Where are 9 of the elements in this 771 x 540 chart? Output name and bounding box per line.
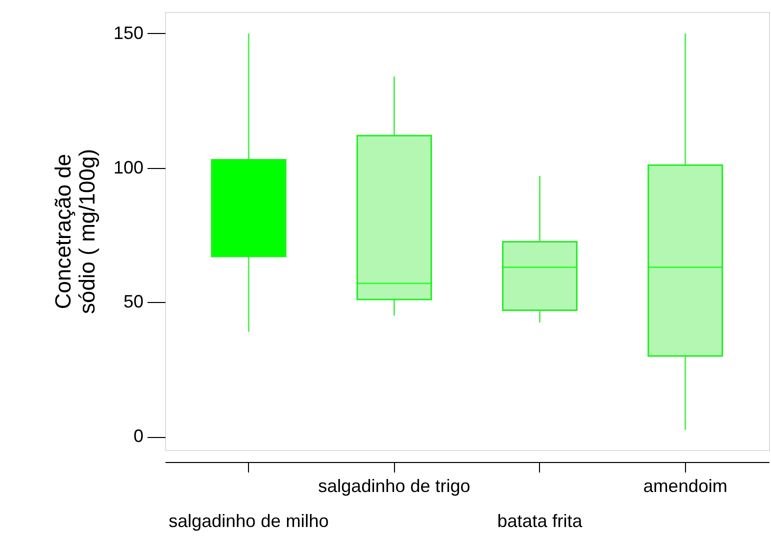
x-tick-label: batata frita (497, 511, 584, 531)
y-tick-label: 0 (133, 426, 144, 446)
y-tick-label: 150 (113, 22, 144, 43)
x-tick-label: amendoim (643, 476, 728, 496)
x-tick-label: salgadinho de trigo (318, 476, 470, 496)
y-axis-title: Concetração de sódio ( mg/100g) (50, 148, 100, 314)
y-tick-label: 50 (123, 292, 144, 312)
y-tick-label: 100 (113, 157, 144, 178)
x-tick-label: salgadinho de milho (168, 511, 329, 531)
